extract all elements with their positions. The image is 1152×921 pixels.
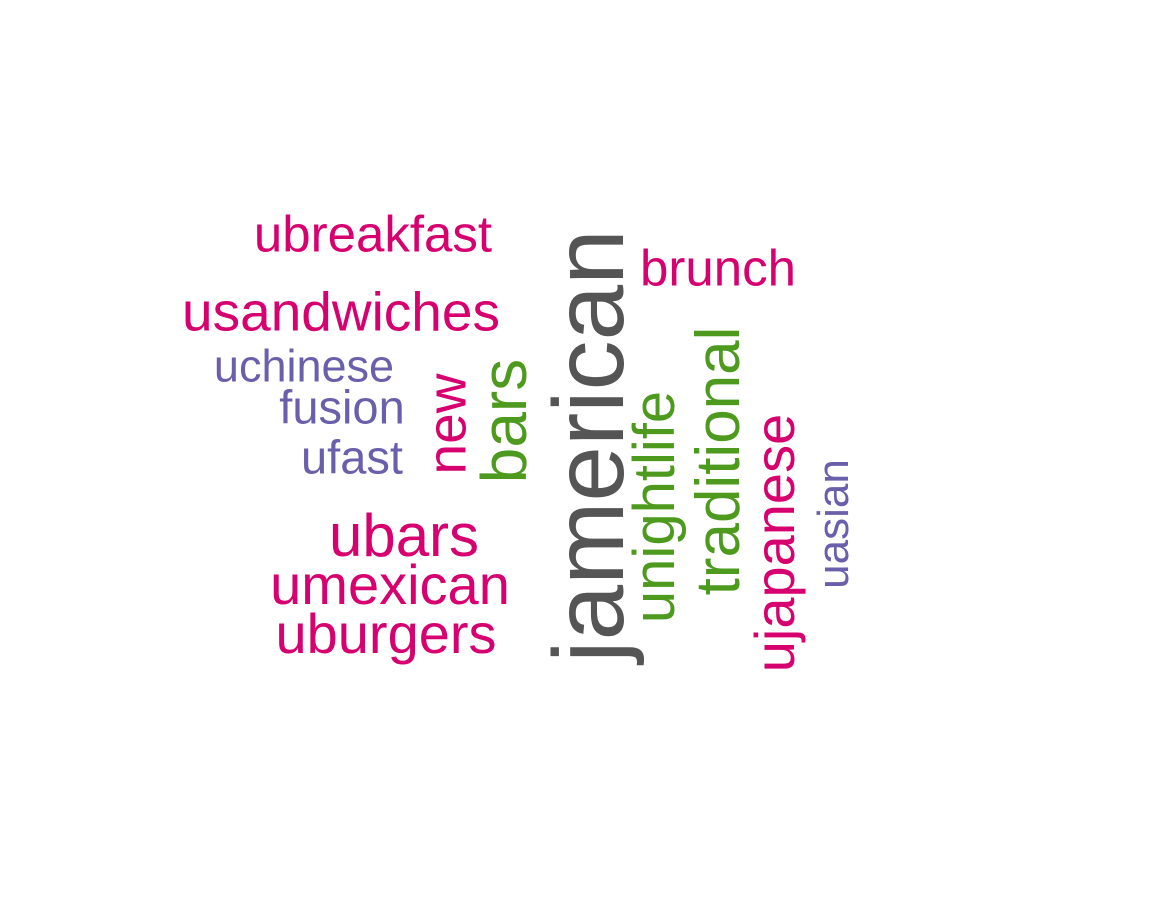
word-ubars: ubars xyxy=(328,502,480,569)
word-new: new xyxy=(415,373,478,475)
word-traditional: traditional xyxy=(684,326,753,596)
word-brunch: brunch xyxy=(640,239,796,297)
word-uburgers: uburgers xyxy=(275,602,497,665)
word-unightlife: unightlife xyxy=(622,390,687,624)
word-uchinese: uchinese xyxy=(213,340,395,392)
word-usandwiches: usandwiches xyxy=(182,280,500,343)
word-ubreakfast: ubreakfast xyxy=(253,205,493,263)
word-fusion: fusion xyxy=(279,380,405,434)
word-ufast: ufast xyxy=(301,430,403,484)
word-uasian: uasian xyxy=(809,459,858,589)
word-bars: bars xyxy=(468,358,540,484)
word-ujapanese: ujapanese xyxy=(743,413,806,673)
word-umexican: umexican xyxy=(270,553,510,616)
